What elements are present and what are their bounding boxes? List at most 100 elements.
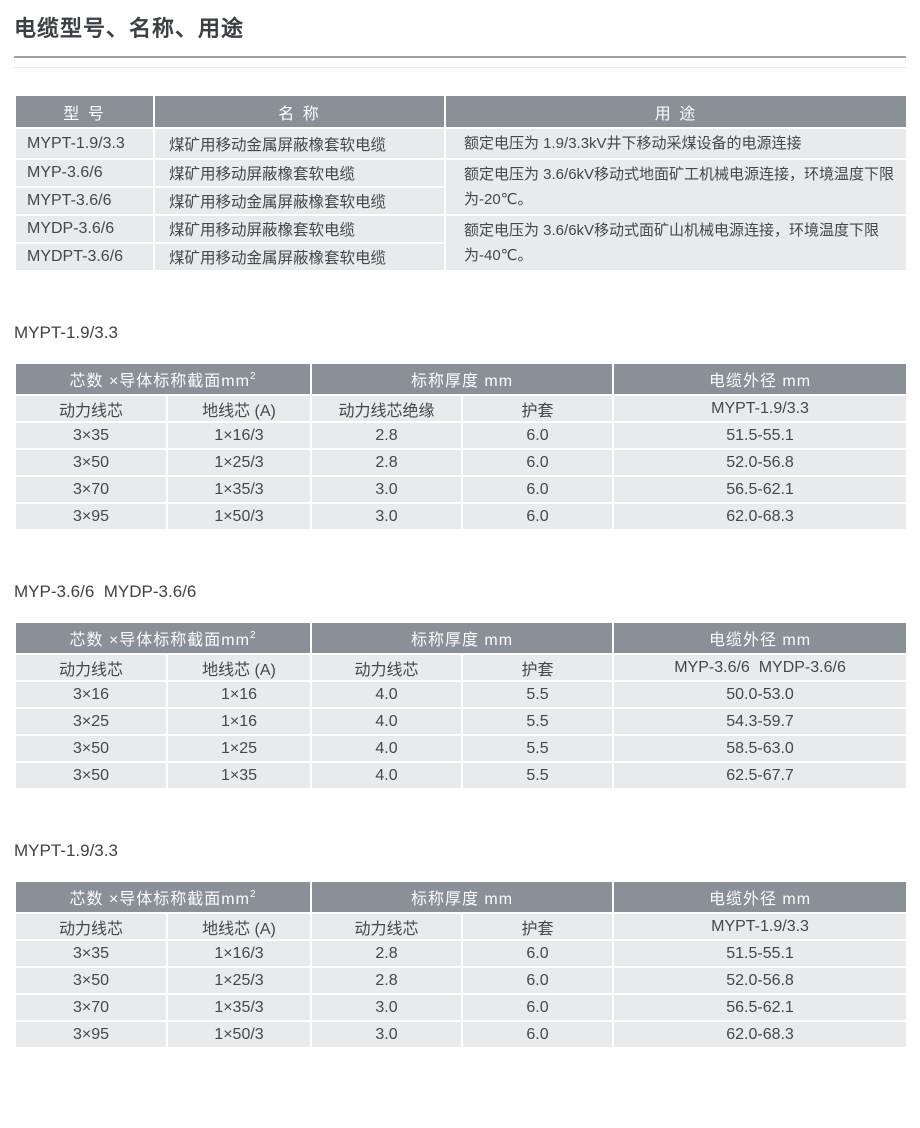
name-cell: 煤矿用移动屏蔽橡套软电缆 [153,158,446,188]
sub-header-cell: 护套 [461,912,615,941]
group-header-cell: 标称厚度 mm [310,362,615,396]
header-cell: 型 号 [14,94,155,129]
cable-type-table: 型 号名 称用 途 MYPT-1.9/3.3 煤矿用移动金属屏蔽橡套软电缆 额定电压为… [14,94,908,272]
group-header-cell: 标称厚度 mm [310,880,615,914]
spec-cell: 1×50/3 [165,1020,313,1049]
spec-cell: 4.0 [310,734,464,763]
spec-cell: 3.0 [310,502,464,531]
table-row: 3×95 1×50/3 3.0 6.0 62.0-68.3 [14,1020,909,1049]
table-row: 3×35 1×16/3 2.8 6.0 51.5-55.1 [14,939,909,968]
group-header-label: 芯数 ×导体标称截面mm [69,891,250,908]
spec-sections: MYPT-1.9/3.3 芯数 ×导体标称截面mm2 标称厚度 mm 电缆外径 mm 动… [13,322,909,1049]
sub-header-cell: 动力线芯 [310,912,464,941]
spec-cell: 1×35 [165,761,313,790]
group-header-label: 芯数 ×导体标称截面mm [69,632,250,649]
header-cell: 名 称 [153,94,446,129]
sub-header-cell: 地线芯 (A) [165,394,313,423]
table-row: 3×25 1×16 4.0 5.5 54.3-59.7 [14,707,909,736]
spec-cell: 2.8 [310,448,464,477]
spec-cell: 5.5 [461,761,615,790]
header-cell: 用 途 [444,94,908,129]
spec-cell: 54.3-59.7 [612,707,909,736]
group-header-cell: 芯数 ×导体标称截面mm2 [13,362,313,396]
group-header-cell: 芯数 ×导体标称截面mm2 [13,880,313,914]
group-header-label: 芯数 ×导体标称截面mm [69,373,250,390]
spec-cell: 1×16/3 [165,939,313,968]
group-header-cell: 电缆外径 mm [612,880,909,914]
spec-cell: 1×16/3 [165,421,313,450]
table-row: 3×70 1×35/3 3.0 6.0 56.5-62.1 [14,475,909,504]
title-divider-dark [14,56,906,58]
group-header-label: 电缆外径 mm [708,891,812,908]
group-header-cell: 芯数 ×导体标称截面mm2 [13,621,313,655]
table-row: MYPT-3.6/6 煤矿用移动金属屏蔽橡套软电缆 [14,186,907,216]
spec-cell: 3×95 [14,502,168,531]
spec-cell: 56.5-62.1 [612,993,909,1022]
page-title: 电缆型号、名称、用途 [14,16,245,41]
sub-header-cell: 动力线芯绝缘 [310,394,464,423]
sub-header-row: 动力线芯 地线芯 (A) 动力线芯绝缘 护套 MYPT-1.9/3.3 [14,394,909,423]
group-header-label: 标称厚度 mm [410,632,514,649]
spec-cell: 3.0 [310,475,464,504]
model-cell: MYDPT-3.6/6 [14,242,155,272]
spec-cell: 5.5 [461,707,615,736]
spec-cell: 62.0-68.3 [612,502,909,531]
table-row: 3×35 1×16/3 2.8 6.0 51.5-55.1 [14,421,909,450]
spec-cell: 3×50 [14,966,168,995]
table-row: MYP-3.6/6 煤矿用移动屏蔽橡套软电缆 额定电压为 3.6/6kV移动式地面矿… [14,158,908,216]
spec-cell: 3×70 [14,993,168,1022]
spec-table-body: 芯数 ×导体标称截面mm2 标称厚度 mm 电缆外径 mm 动力线芯 地线芯 (A) 动力… [13,621,909,790]
group-header-label: 电缆外径 mm [708,373,812,390]
sub-header-row: 动力线芯 地线芯 (A) 动力线芯 护套 MYP-3.6/6 MYDP-3.6/6 [14,653,909,682]
sub-header-row: 动力线芯 地线芯 (A) 动力线芯 护套 MYPT-1.9/3.3 [14,912,909,941]
spec-cell: 1×50/3 [165,502,313,531]
superscript: 2 [249,629,257,641]
table-row: MYPT-1.9/3.3 煤矿用移动金属屏蔽橡套软电缆 额定电压为 1.9/3.3k… [14,127,908,160]
spec-cell: 6.0 [461,448,615,477]
group-header-label: 标称厚度 mm [410,891,514,908]
spec-section: MYPT-1.9/3.3 芯数 ×导体标称截面mm2 标称厚度 mm 电缆外径 mm 动… [13,322,909,531]
spec-cell: 50.0-53.0 [612,680,909,709]
spec-cell: 6.0 [461,993,615,1022]
spec-cell: 4.0 [310,680,464,709]
spec-cell: 3×50 [14,761,168,790]
table-row: 3×70 1×35/3 3.0 6.0 56.5-62.1 [14,993,909,1022]
spec-cell: 6.0 [461,966,615,995]
sub-header-cell: 动力线芯 [14,394,168,423]
superscript: 2 [249,888,257,900]
spec-cell: 3.0 [310,993,464,1022]
table-row: 3×50 1×25 4.0 5.5 58.5-63.0 [14,734,909,763]
spec-cell: 3.0 [310,1020,464,1049]
sub-header-cell: MYPT-1.9/3.3 [612,394,909,423]
group-header-row: 芯数 ×导体标称截面mm2 标称厚度 mm 电缆外径 mm [13,621,909,655]
spec-cell: 2.8 [310,966,464,995]
spec-cell: 58.5-63.0 [612,734,909,763]
spec-cell: 3×95 [14,1020,168,1049]
group-header-cell: 电缆外径 mm [612,362,909,396]
section-title: MYPT-1.9/3.3 [14,323,118,342]
sub-header-cell: 动力线芯 [14,653,168,682]
spec-cell: 2.8 [310,939,464,968]
spec-cell: 5.5 [461,734,615,763]
sub-header-cell: 动力线芯 [310,653,464,682]
spec-table: 芯数 ×导体标称截面mm2 标称厚度 mm 电缆外径 mm 动力线芯 地线芯 (A) 动力… [13,880,909,1049]
sub-header-cell: 地线芯 (A) [165,912,313,941]
usage-cell: 额定电压为 3.6/6kV移动式地面矿工机械电源连接，环境温度下限为-20℃。 [444,158,908,216]
spec-table-body: 芯数 ×导体标称截面mm2 标称厚度 mm 电缆外径 mm 动力线芯 地线芯 (A) 动力… [13,362,909,531]
section-title: MYPT-1.9/3.3 [14,841,118,860]
document-page: 电缆型号、名称、用途 型 号名 称用 途 MYPT-1.9/3.3 煤矿用移动金属屏… [13,0,909,1049]
name-cell: 煤矿用移动金属屏蔽橡套软电缆 [153,186,446,216]
spec-section: MYPT-1.9/3.3 芯数 ×导体标称截面mm2 标称厚度 mm 电缆外径 mm 动… [13,840,909,1049]
spec-cell: 3×50 [14,734,168,763]
group-header-label: 电缆外径 mm [708,632,812,649]
spec-cell: 2.8 [310,421,464,450]
table-row: MYDP-3.6/6 煤矿用移动屏蔽橡套软电缆 额定电压为 3.6/6kV移动式面矿… [14,214,908,272]
spec-cell: 51.5-55.1 [612,939,909,968]
spec-cell: 6.0 [461,421,615,450]
sub-header-cell: 动力线芯 [14,912,168,941]
spec-cell: 3×25 [14,707,168,736]
spec-cell: 1×16 [165,680,313,709]
superscript: 2 [249,370,257,382]
table-row: 3×50 1×25/3 2.8 6.0 52.0-56.8 [14,448,909,477]
name-cell: 煤矿用移动金属屏蔽橡套软电缆 [153,242,446,272]
